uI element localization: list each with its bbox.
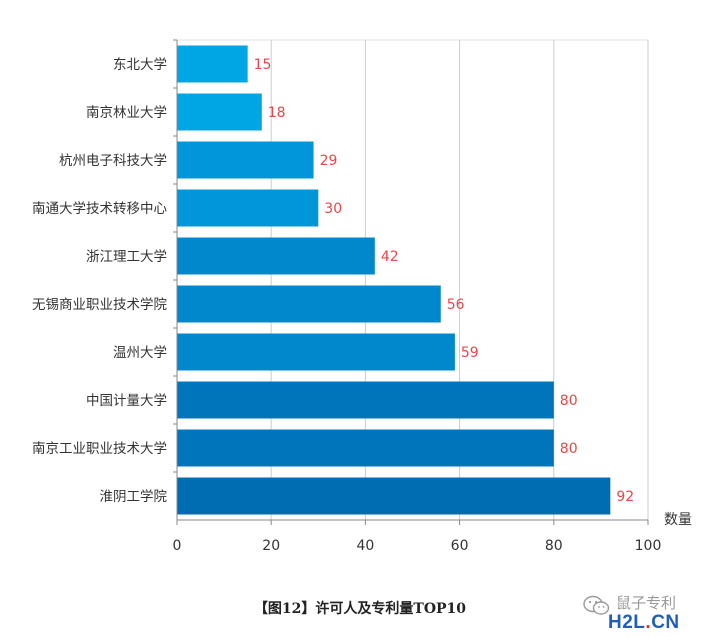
bar-value-label: 42 — [381, 249, 399, 265]
figure-caption: 【图12】许可人及专利量TOP10 — [253, 601, 467, 617]
bar — [177, 429, 554, 467]
category-label: 东北大学 — [113, 57, 167, 73]
x-tick-label: 40 — [356, 538, 374, 554]
bar-value-label: 59 — [461, 345, 479, 361]
bar — [177, 381, 554, 419]
watermark: 鼠子专利 H2L.CN — [582, 592, 712, 634]
bar-value-label: 80 — [560, 393, 578, 409]
x-tick-label: 80 — [545, 538, 563, 554]
watermark-text: 鼠子专利 — [616, 594, 677, 612]
watermark-site: H2L.CN — [608, 612, 680, 634]
bar — [177, 189, 319, 227]
bar-value-label: 80 — [560, 441, 578, 457]
bar — [177, 45, 248, 83]
wechat-icon — [583, 595, 610, 615]
bar-value-label: 18 — [268, 105, 286, 121]
bar — [177, 333, 455, 371]
x-tick-label: 0 — [173, 538, 182, 554]
category-label: 淮阴工学院 — [100, 489, 168, 505]
bar-value-label: 15 — [254, 57, 272, 73]
category-label: 南京林业大学 — [86, 105, 167, 121]
watermark-site-tld: CN — [651, 612, 680, 633]
bar — [177, 477, 611, 515]
category-label: 无锡商业职业技术学院 — [32, 297, 167, 313]
category-label: 杭州电子科技大学 — [59, 153, 167, 169]
bar-value-label: 56 — [447, 297, 465, 313]
bar — [177, 141, 314, 179]
x-tick-label: 100 — [635, 538, 662, 554]
x-axis-label: 数量 — [664, 512, 692, 528]
category-label: 南通大学技术转移中心 — [32, 201, 167, 217]
category-label: 浙江理工大学 — [86, 249, 167, 265]
category-label: 中国计量大学 — [86, 393, 167, 409]
x-tick-label: 60 — [451, 538, 469, 554]
bar — [177, 93, 262, 131]
chart-svg: 15 东北大学 18 南京林业大学 29 杭州电子科技大学 30 南通大学技术转移中心 42 浙江… — [32, 39, 692, 554]
bar-value-label: 30 — [324, 201, 342, 217]
bar-value-label: 29 — [320, 153, 338, 169]
watermark-site-main: H2L — [608, 612, 646, 633]
category-label: 温州大学 — [113, 345, 167, 361]
bar — [177, 237, 375, 275]
x-tick-label: 20 — [262, 538, 280, 554]
bar — [177, 285, 441, 323]
watermark-site-dot: . — [645, 612, 652, 633]
bar-value-label: 92 — [616, 489, 634, 505]
category-label: 南京工业职业技术大学 — [32, 441, 167, 457]
